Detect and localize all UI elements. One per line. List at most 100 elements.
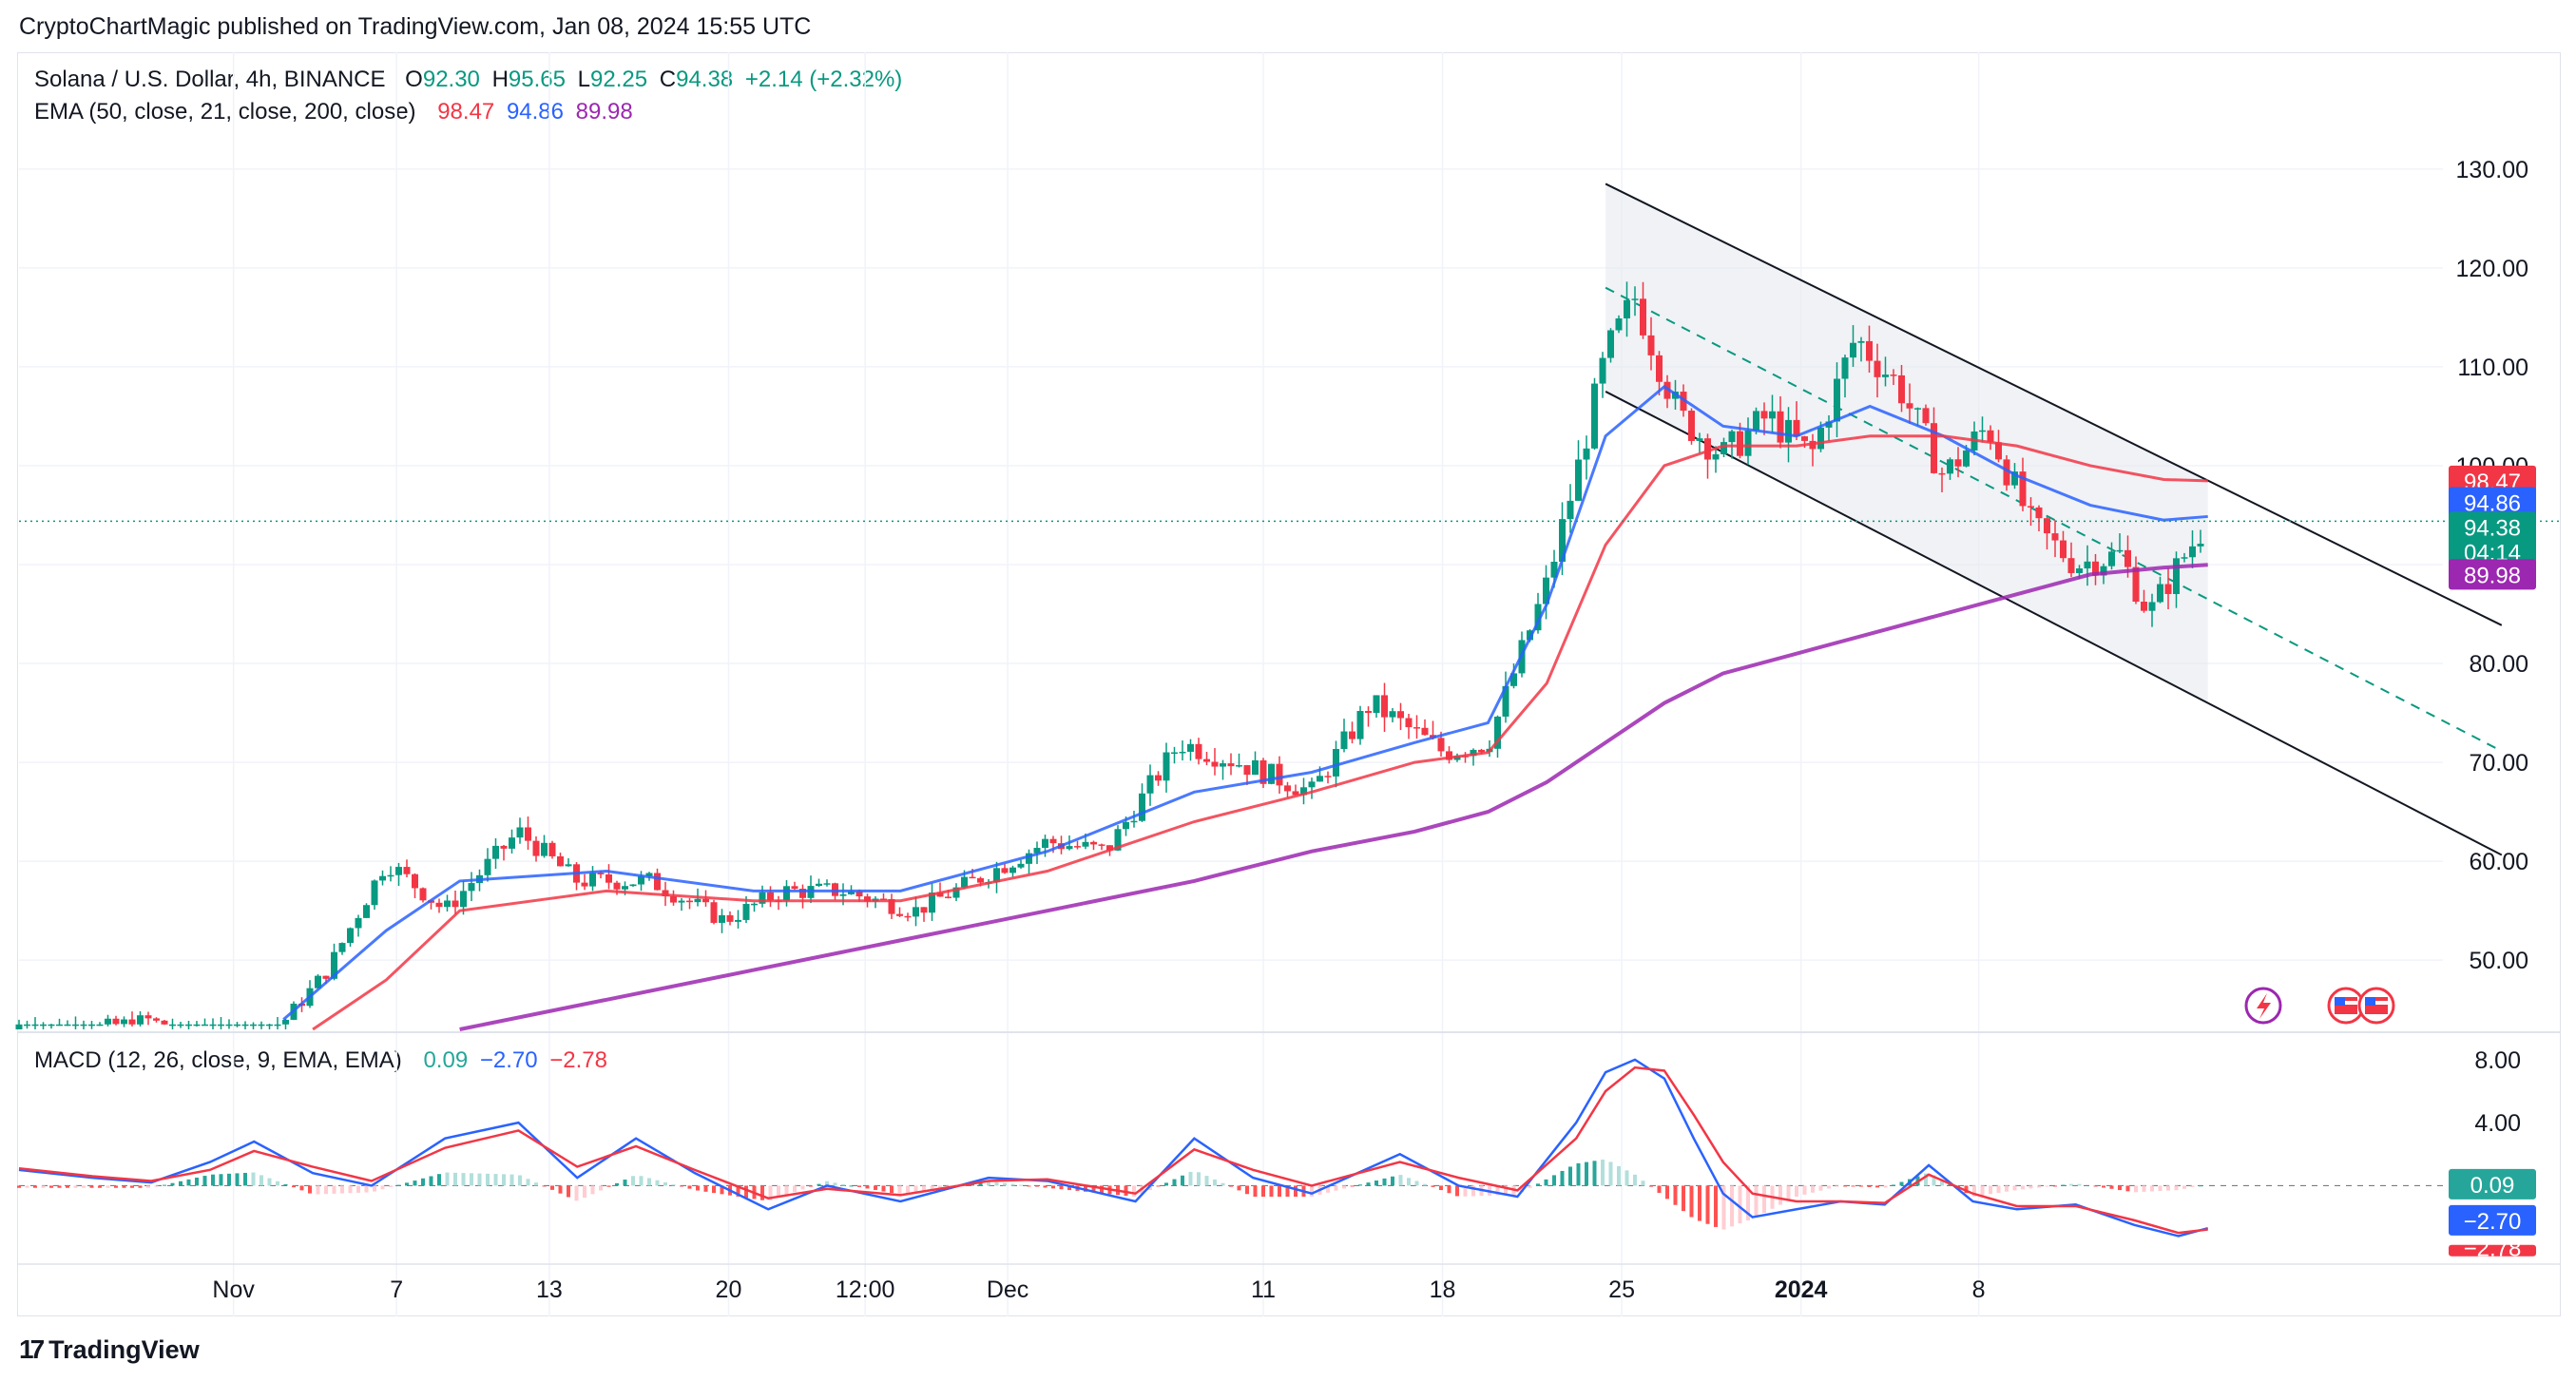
candle-body bbox=[597, 873, 605, 874]
macd-histogram-bar bbox=[1051, 1185, 1055, 1189]
ema-legend[interactable]: EMA (50, close, 21, close, 200, close) 9… bbox=[34, 99, 639, 125]
candle bbox=[1534, 592, 1542, 634]
macd-histogram-bar bbox=[736, 1185, 740, 1197]
candle bbox=[2173, 551, 2180, 608]
macd-histogram-bar bbox=[1980, 1185, 1985, 1196]
time-tick-label: 25 bbox=[1608, 1276, 1635, 1303]
macd-histogram-bar bbox=[57, 1185, 62, 1188]
candle-body bbox=[412, 873, 418, 889]
candle bbox=[1721, 437, 1727, 457]
macd-badge-text: −2.78 bbox=[2464, 1237, 2522, 1262]
macd-histogram-bar bbox=[1608, 1161, 1613, 1186]
candle-body bbox=[1381, 695, 1388, 718]
candle-body bbox=[31, 1024, 39, 1027]
candle-body bbox=[1026, 853, 1032, 864]
candle bbox=[209, 1018, 217, 1029]
candle bbox=[1647, 317, 1655, 371]
macd-histogram-bar bbox=[542, 1185, 547, 1187]
candle-body bbox=[581, 882, 588, 887]
macd-histogram-bar bbox=[615, 1182, 619, 1186]
macd-histogram-bar bbox=[1576, 1162, 1581, 1186]
candle-body bbox=[177, 1024, 184, 1027]
candle-body bbox=[541, 842, 548, 856]
macd-legend[interactable]: MACD (12, 26, close, 9, EMA, EMA) 0.09 −… bbox=[34, 1047, 613, 1074]
macd-histogram-bar bbox=[1495, 1185, 1500, 1196]
candle-body bbox=[1607, 330, 1614, 358]
candle-body bbox=[1017, 863, 1025, 868]
macd-histogram-bar bbox=[1423, 1183, 1427, 1186]
candle bbox=[1834, 362, 1840, 438]
candle bbox=[1575, 440, 1582, 502]
candle bbox=[1146, 764, 1154, 806]
candle-body bbox=[1098, 844, 1105, 846]
candle-body bbox=[1963, 450, 1970, 467]
candle bbox=[193, 1021, 201, 1027]
high-value: 95.65 bbox=[508, 67, 566, 92]
candle-body bbox=[2084, 561, 2091, 569]
macd-histogram-bar bbox=[2109, 1185, 2114, 1189]
candle bbox=[1744, 417, 1752, 465]
macd-histogram-bar bbox=[1148, 1185, 1152, 1191]
candle bbox=[1236, 753, 1242, 768]
candle-body bbox=[1356, 710, 1364, 739]
candle-body bbox=[274, 1024, 281, 1027]
candle bbox=[1995, 430, 2002, 463]
macd-badge-text: 0.09 bbox=[2470, 1173, 2515, 1199]
candle bbox=[1728, 429, 1736, 459]
macd-histogram-bar bbox=[647, 1178, 651, 1186]
publisher-credit: CryptoChartMagic published on TradingVie… bbox=[19, 13, 812, 40]
candle-body bbox=[645, 873, 653, 876]
macd-histogram-bar bbox=[2069, 1183, 2073, 1186]
candle-body bbox=[2060, 540, 2067, 559]
us-flag-event-icon bbox=[2357, 987, 2395, 1025]
time-tick-label: Nov bbox=[212, 1276, 255, 1303]
macd-histogram-bar bbox=[1649, 1185, 1653, 1187]
macd-histogram-bar bbox=[1269, 1185, 1274, 1198]
ema-label: EMA (50, close, 21, close, 200, close) bbox=[34, 99, 416, 125]
macd-histogram-bar bbox=[1665, 1185, 1669, 1200]
candle bbox=[1421, 719, 1429, 736]
macd-histogram-bar bbox=[1043, 1185, 1048, 1188]
macd-histogram-bar bbox=[2037, 1185, 2041, 1188]
candle bbox=[1276, 756, 1283, 795]
macd-histogram-bar bbox=[380, 1185, 385, 1190]
macd-histogram-bar bbox=[299, 1185, 304, 1191]
macd-histogram-bar bbox=[502, 1174, 506, 1186]
candle bbox=[412, 873, 418, 898]
candle bbox=[1446, 746, 1452, 764]
candle-body bbox=[606, 873, 612, 883]
macd-histogram-bar bbox=[1059, 1185, 1064, 1190]
macd-badge-bg bbox=[2449, 1204, 2536, 1236]
candle bbox=[161, 1019, 168, 1026]
candle bbox=[1001, 863, 1009, 874]
candle bbox=[1615, 315, 1623, 334]
candle-body bbox=[1146, 775, 1154, 794]
candle bbox=[904, 912, 912, 922]
tradingview-logo[interactable]: 17 TradingView bbox=[19, 1334, 200, 1365]
macd-histogram-bar bbox=[2045, 1185, 2049, 1187]
candle bbox=[719, 909, 725, 933]
candle-body bbox=[1979, 430, 1986, 432]
macd-histogram-bar bbox=[558, 1185, 563, 1194]
candle-body bbox=[40, 1024, 47, 1027]
macd-histogram-bar bbox=[25, 1185, 29, 1188]
candle bbox=[1688, 408, 1695, 445]
candle-body bbox=[1042, 838, 1048, 849]
candle bbox=[1259, 758, 1267, 789]
candle-body bbox=[80, 1024, 87, 1027]
macd-histogram-bar bbox=[550, 1185, 554, 1190]
macd-histogram-bar bbox=[251, 1172, 256, 1186]
candle-body bbox=[468, 883, 475, 892]
candle-body bbox=[1373, 695, 1380, 714]
candle-body bbox=[678, 900, 685, 903]
candle-body bbox=[1276, 763, 1283, 786]
candle-body bbox=[1615, 318, 1623, 331]
candle-body bbox=[1825, 421, 1833, 428]
macd-histogram-bar bbox=[930, 1185, 934, 1190]
symbol-name[interactable]: Solana / U.S. Dollar, 4h, BINANCE bbox=[34, 67, 386, 92]
candle bbox=[15, 1019, 23, 1029]
macd-histogram-bar bbox=[170, 1182, 175, 1186]
candle-body bbox=[1704, 438, 1711, 460]
macd-histogram-bar bbox=[49, 1185, 53, 1188]
